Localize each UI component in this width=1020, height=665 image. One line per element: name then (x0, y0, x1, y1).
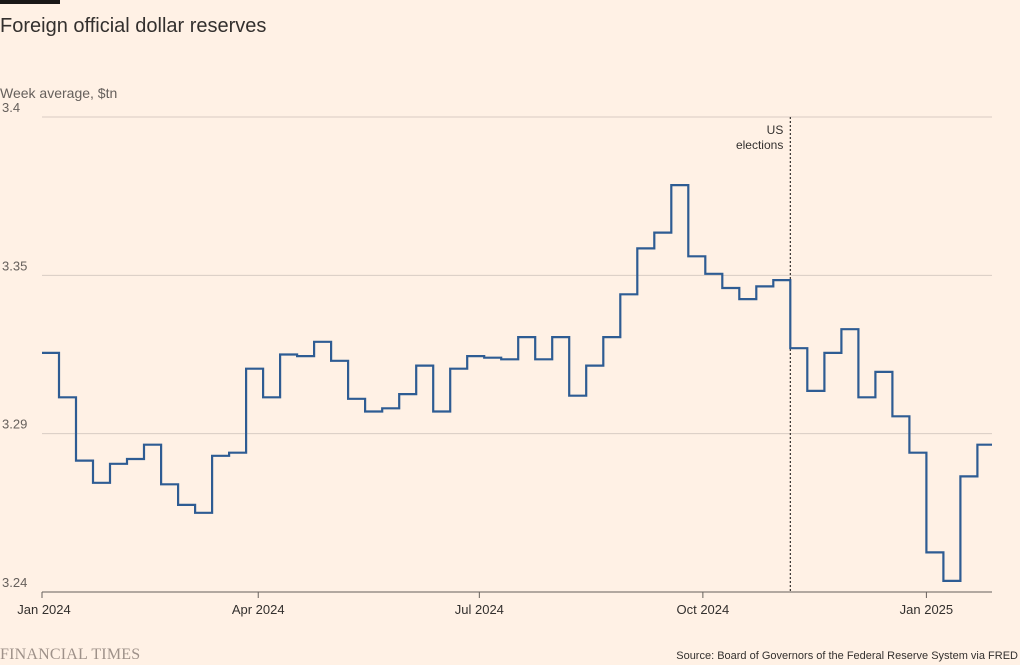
chart-title: Foreign official dollar reserves (0, 15, 267, 37)
reserves-series-line (42, 184, 992, 582)
y-tick-label: 3.4 (2, 100, 20, 115)
x-tick-label: Jul 2024 (455, 602, 504, 617)
x-tick-label: Oct 2024 (676, 602, 729, 617)
y-tick-label: 3.24 (2, 575, 27, 590)
x-tick-label: Jan 2024 (17, 602, 71, 617)
election-annotation-label: elections (736, 138, 783, 152)
source-note: Source: Board of Governors of the Federa… (676, 650, 1018, 662)
y-tick-label: 3.29 (2, 417, 27, 432)
chart-subtitle: Week average, $tn (0, 85, 118, 101)
y-tick-label: 3.35 (2, 258, 27, 273)
election-annotation-label: US (767, 123, 784, 137)
x-tick-label: Jan 2025 (900, 602, 954, 617)
brand-bar (0, 0, 60, 4)
x-tick-label: Apr 2024 (232, 602, 285, 617)
ft-logo: FINANCIAL TIMES (0, 646, 141, 663)
